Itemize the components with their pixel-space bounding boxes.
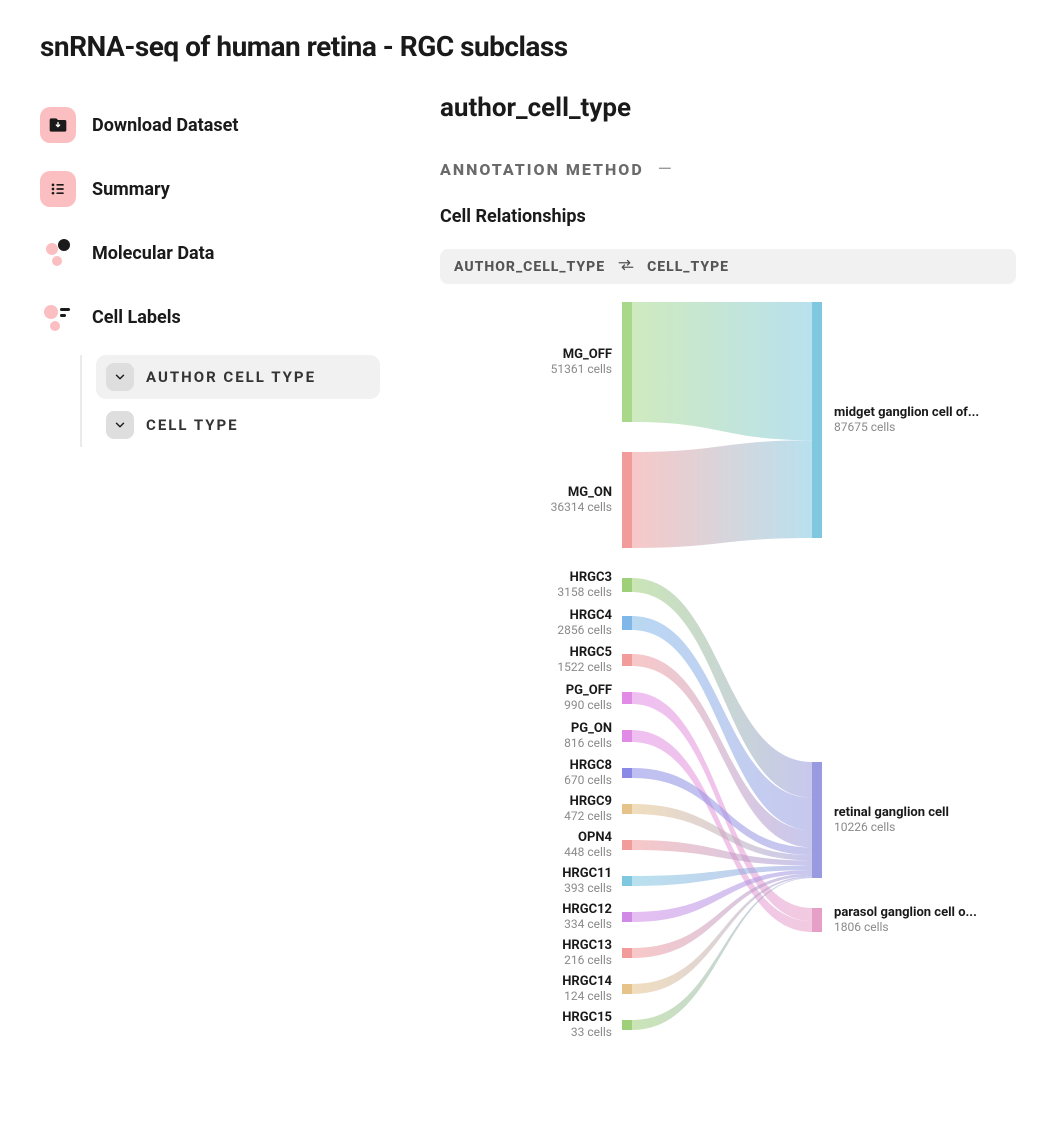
sankey-target-label: midget ganglion cell of...87675 cells	[834, 406, 1014, 435]
sankey-source-node[interactable]	[622, 912, 632, 922]
cell-labels-icon	[40, 299, 76, 335]
sankey-source-label: HRGC14124 cells	[452, 975, 612, 1004]
sankey-source-node[interactable]	[622, 876, 632, 886]
sankey-source-node[interactable]	[622, 692, 632, 704]
sankey-source-node[interactable]	[622, 768, 632, 778]
nav-download-label: Download Dataset	[92, 115, 238, 136]
sankey-source-node[interactable]	[622, 804, 632, 814]
sankey-target-node[interactable]	[812, 302, 822, 538]
nav-cell-labels-label: Cell Labels	[92, 307, 181, 328]
tab-author-cell-type[interactable]: AUTHOR_CELL_TYPE	[454, 259, 605, 275]
sankey-source-node[interactable]	[622, 730, 632, 742]
sankey-source-label: HRGC51522 cells	[452, 646, 612, 675]
sankey-source-node[interactable]	[622, 984, 632, 994]
sankey-source-node[interactable]	[622, 840, 632, 850]
cell-relationships-heading: Cell Relationships	[440, 206, 1016, 227]
sankey-source-node[interactable]	[622, 948, 632, 958]
annotation-method-label: ANNOTATION METHOD	[440, 160, 644, 179]
sankey-source-label: HRGC9472 cells	[452, 795, 612, 824]
sankey-link	[632, 302, 812, 440]
sankey-source-label: PG_ON816 cells	[452, 722, 612, 751]
layout: Download Dataset Summary Molecular Data …	[40, 93, 998, 1062]
sankey-source-node[interactable]	[622, 616, 632, 630]
sankey-source-node[interactable]	[622, 654, 632, 666]
page-title: snRNA-seq of human retina - RGC subclass	[40, 30, 998, 63]
sankey-source-node[interactable]	[622, 578, 632, 592]
sankey-source-label: HRGC1533 cells	[452, 1011, 612, 1040]
sankey-source-label: HRGC33158 cells	[452, 571, 612, 600]
cell-labels-subnav: AUTHOR CELL TYPE CELL TYPE	[80, 355, 380, 447]
sankey-source-label: MG_OFF51361 cells	[452, 348, 612, 377]
subnav-author-cell-type[interactable]: AUTHOR CELL TYPE	[96, 355, 380, 399]
sankey-source-label: HRGC11393 cells	[452, 867, 612, 896]
swap-icon	[617, 257, 635, 276]
sankey-source-node[interactable]	[622, 452, 632, 548]
nav-download[interactable]: Download Dataset	[40, 93, 380, 157]
tab-cell-type[interactable]: CELL_TYPE	[647, 259, 729, 275]
sankey-source-label: HRGC12334 cells	[452, 903, 612, 932]
main-panel: author_cell_type ANNOTATION METHOD — Cel…	[440, 93, 1016, 1062]
sankey-target-node[interactable]	[812, 908, 822, 932]
main-heading: author_cell_type	[440, 93, 1016, 123]
chevron-down-icon	[106, 363, 134, 391]
sankey-link	[632, 440, 812, 548]
nav-summary-label: Summary	[92, 179, 170, 200]
folder-download-icon	[40, 107, 76, 143]
sankey-link	[632, 578, 812, 798]
annotation-method-value: —	[658, 159, 672, 180]
sankey-link	[632, 840, 812, 866]
subnav-author-cell-type-label: AUTHOR CELL TYPE	[146, 368, 316, 386]
sankey-source-node[interactable]	[622, 302, 632, 422]
sankey-source-label: HRGC42856 cells	[452, 609, 612, 638]
subnav-cell-type-label: CELL TYPE	[146, 416, 239, 434]
list-icon	[40, 171, 76, 207]
sankey-source-label: HRGC13216 cells	[452, 939, 612, 968]
sankey-diagram: MG_OFF51361 cells MG_ON36314 cells HRGC331…	[440, 302, 1016, 1062]
annotation-method-row: ANNOTATION METHOD —	[440, 159, 1016, 180]
nav-molecular[interactable]: Molecular Data	[40, 221, 380, 285]
sankey-source-node[interactable]	[622, 1020, 632, 1030]
subnav-cell-type[interactable]: CELL TYPE	[96, 403, 380, 447]
sankey-source-label: HRGC8670 cells	[452, 759, 612, 788]
nav-molecular-label: Molecular Data	[92, 243, 214, 264]
molecules-icon	[40, 235, 76, 271]
nav-summary[interactable]: Summary	[40, 157, 380, 221]
sankey-target-node[interactable]	[812, 762, 822, 878]
sankey-target-label: retinal ganglion cell10226 cells	[834, 806, 1014, 835]
side-nav: Download Dataset Summary Molecular Data …	[40, 93, 380, 451]
relationship-tabbar[interactable]: AUTHOR_CELL_TYPE CELL_TYPE	[440, 249, 1016, 284]
sankey-link	[632, 616, 812, 830]
sankey-source-label: PG_OFF990 cells	[452, 684, 612, 713]
sankey-target-label: parasol ganglion cell o...1806 cells	[834, 906, 1014, 935]
sankey-source-label: MG_ON36314 cells	[452, 486, 612, 515]
chevron-down-icon	[106, 411, 134, 439]
nav-cell-labels[interactable]: Cell Labels	[40, 285, 380, 349]
sankey-source-label: OPN4448 cells	[452, 831, 612, 860]
